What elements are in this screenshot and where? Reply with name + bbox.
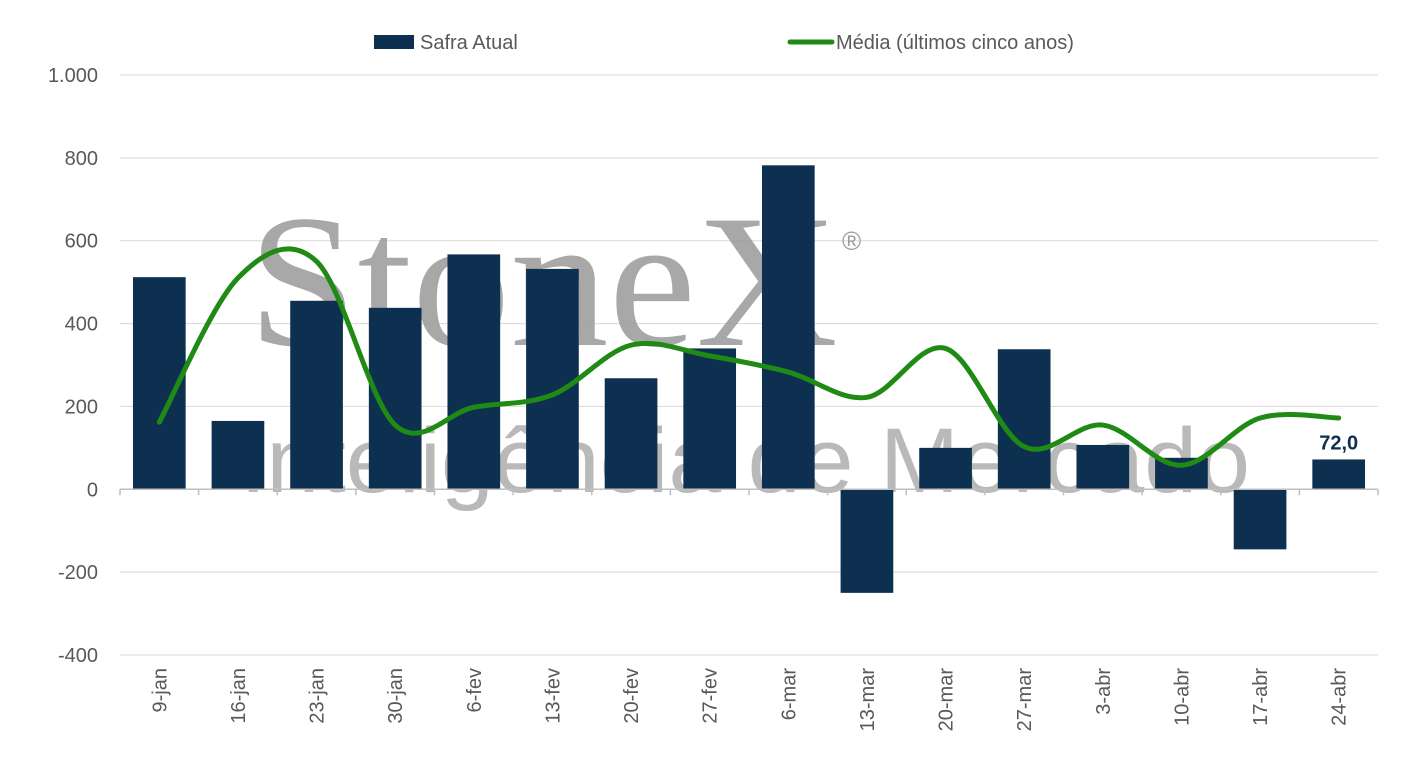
bar-13-mar: [840, 489, 894, 593]
y-tick-label: 1.000: [48, 65, 98, 87]
x-tick-label: 17-abr: [1250, 668, 1272, 726]
bar-6-mar: [761, 165, 815, 490]
y-tick-label: 200: [65, 396, 98, 418]
y-tick-label: 0: [87, 479, 98, 501]
bar-20-mar: [919, 447, 972, 490]
legend: Safra Atual Média (últimos cinco anos): [374, 32, 1074, 54]
data-labels: 72,0: [1319, 432, 1358, 454]
x-tick-label: 3-abr: [1093, 668, 1115, 715]
bar-3-abr: [1076, 444, 1130, 490]
bar-27-mar: [997, 349, 1051, 490]
y-tick-label: 800: [65, 148, 98, 170]
x-tick-label: 24-abr: [1329, 668, 1351, 726]
bar-13-fev: [526, 268, 579, 490]
bar-17-abr: [1233, 489, 1287, 550]
x-tick-label: 6-mar: [778, 668, 800, 721]
legend-label-line: Média (últimos cinco anos): [836, 32, 1074, 54]
y-axis-labels: -400 -200 0 200 400 600 800 1.000: [48, 65, 98, 667]
y-tick-label: -400: [58, 645, 98, 667]
y-tick-label: 400: [65, 314, 98, 336]
x-tick-label: 13-mar: [857, 668, 879, 732]
legend-swatch-bar: [374, 35, 414, 49]
bar-24-abr: [1312, 459, 1366, 490]
legend-label-bar: Safra Atual: [420, 32, 518, 54]
bar-series: [132, 165, 1366, 593]
x-axis-ticks: [119, 489, 1379, 496]
x-axis-labels: 9-jan 16-jan 23-jan 30-jan 6-fev 13-fev 20-fev…: [149, 668, 1350, 732]
bar-16-jan: [211, 420, 265, 490]
x-tick-label: 27-mar: [1014, 668, 1036, 732]
x-tick-label: 23-jan: [307, 668, 329, 724]
bar-27-fev: [683, 348, 737, 490]
watermark-registered: ®: [842, 226, 861, 256]
y-tick-label: 600: [65, 231, 98, 253]
average-line: [156, 246, 1342, 468]
bar-20-fev: [604, 378, 658, 490]
x-tick-label: 16-jan: [228, 668, 250, 724]
x-tick-label: 6-fev: [464, 668, 486, 712]
x-tick-label: 27-fev: [700, 668, 722, 724]
data-label: 72,0: [1319, 432, 1358, 454]
x-tick-label: 9-jan: [149, 668, 171, 712]
x-tick-label: 20-mar: [936, 668, 958, 732]
bar-6-fev: [447, 254, 501, 490]
bar-23-jan: [290, 300, 343, 490]
y-tick-label: -200: [58, 562, 98, 584]
x-tick-label: 10-abr: [1171, 668, 1193, 726]
x-tick-label: 30-jan: [385, 668, 407, 724]
x-tick-label: 13-fev: [542, 668, 564, 724]
x-tick-label: 20-fev: [621, 668, 643, 724]
